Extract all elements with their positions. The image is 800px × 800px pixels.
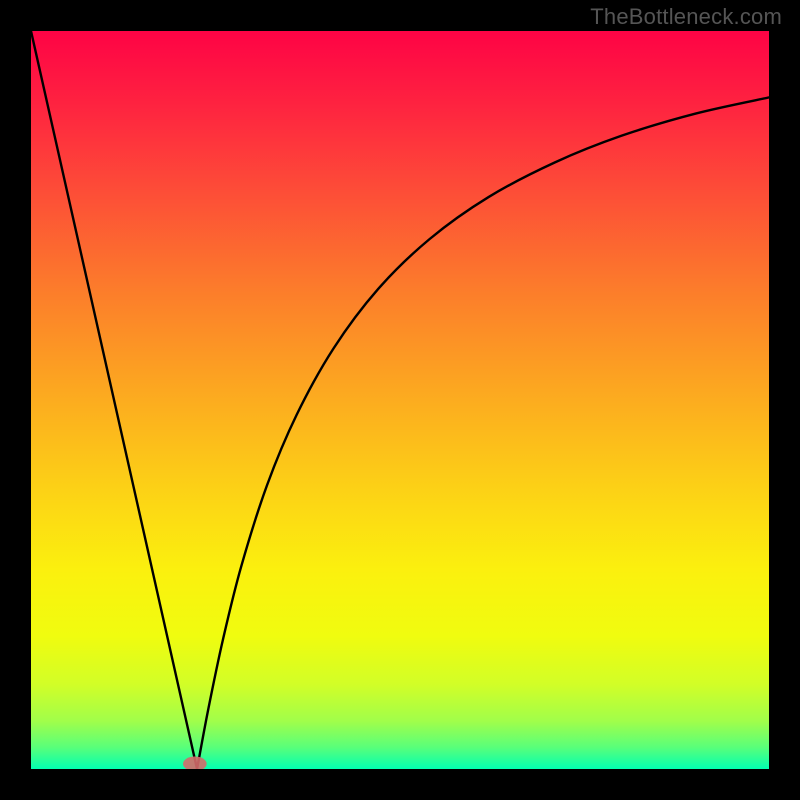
bottleneck-curve-chart	[31, 31, 769, 769]
plot-area	[31, 31, 769, 769]
chart-frame: TheBottleneck.com	[0, 0, 800, 800]
gradient-background	[31, 31, 769, 769]
watermark-text: TheBottleneck.com	[590, 4, 782, 30]
